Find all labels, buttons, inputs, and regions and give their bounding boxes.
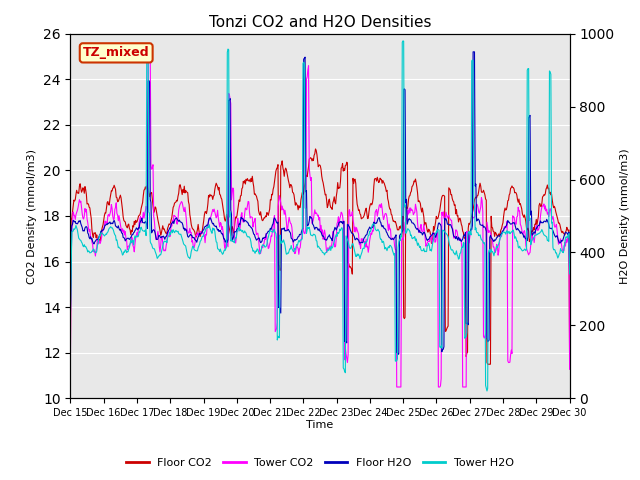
- Y-axis label: CO2 Density (mmol/m3): CO2 Density (mmol/m3): [28, 148, 37, 284]
- Y-axis label: H2O Density (mmol/m3): H2O Density (mmol/m3): [620, 148, 630, 284]
- Legend: Floor CO2, Tower CO2, Floor H2O, Tower H2O: Floor CO2, Tower CO2, Floor H2O, Tower H…: [122, 453, 518, 472]
- Text: TZ_mixed: TZ_mixed: [83, 47, 150, 60]
- Title: Tonzi CO2 and H2O Densities: Tonzi CO2 and H2O Densities: [209, 15, 431, 30]
- X-axis label: Time: Time: [307, 420, 333, 430]
